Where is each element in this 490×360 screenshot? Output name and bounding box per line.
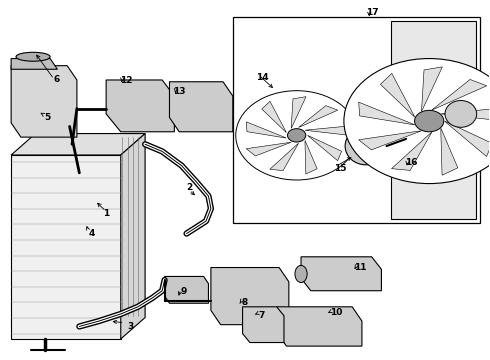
Text: 17: 17: [367, 8, 379, 17]
Polygon shape: [262, 101, 286, 132]
Polygon shape: [170, 82, 233, 132]
Text: 10: 10: [330, 309, 343, 318]
Polygon shape: [11, 66, 77, 137]
Text: 3: 3: [127, 322, 134, 331]
Ellipse shape: [345, 127, 387, 165]
Polygon shape: [305, 140, 317, 174]
Polygon shape: [270, 143, 298, 171]
Text: 2: 2: [186, 183, 192, 192]
Polygon shape: [246, 142, 291, 156]
Ellipse shape: [445, 100, 477, 127]
Polygon shape: [277, 307, 362, 346]
Text: 14: 14: [256, 73, 269, 82]
Text: 15: 15: [334, 164, 347, 173]
Ellipse shape: [295, 265, 307, 283]
Polygon shape: [391, 21, 476, 219]
Polygon shape: [106, 80, 174, 132]
Polygon shape: [444, 121, 490, 157]
Polygon shape: [432, 80, 487, 110]
Text: 4: 4: [88, 229, 95, 238]
Circle shape: [288, 129, 306, 142]
Text: 16: 16: [405, 158, 417, 167]
Text: 9: 9: [180, 287, 187, 296]
Polygon shape: [359, 102, 415, 125]
Circle shape: [415, 111, 444, 132]
Polygon shape: [308, 135, 342, 161]
Polygon shape: [211, 267, 289, 325]
Text: 12: 12: [120, 76, 132, 85]
Ellipse shape: [355, 136, 377, 156]
Polygon shape: [305, 126, 350, 135]
Polygon shape: [291, 97, 306, 129]
Text: 5: 5: [45, 113, 51, 122]
Polygon shape: [392, 132, 432, 170]
Polygon shape: [11, 59, 57, 69]
Polygon shape: [11, 155, 121, 339]
Bar: [233, 18, 480, 223]
Polygon shape: [298, 105, 338, 127]
Circle shape: [344, 59, 490, 184]
Polygon shape: [441, 128, 458, 175]
Polygon shape: [441, 108, 490, 121]
Ellipse shape: [16, 52, 50, 61]
Polygon shape: [359, 131, 421, 150]
Text: 11: 11: [354, 263, 366, 272]
Polygon shape: [243, 307, 284, 342]
Polygon shape: [421, 67, 442, 111]
Text: 13: 13: [173, 87, 186, 96]
Polygon shape: [121, 134, 145, 339]
Text: 1: 1: [103, 210, 109, 219]
Polygon shape: [380, 73, 415, 117]
Polygon shape: [301, 257, 381, 291]
Text: 7: 7: [259, 311, 265, 320]
Text: 6: 6: [53, 76, 60, 85]
Polygon shape: [165, 276, 208, 303]
Polygon shape: [246, 122, 286, 138]
Text: 8: 8: [242, 298, 248, 307]
Polygon shape: [11, 134, 145, 155]
